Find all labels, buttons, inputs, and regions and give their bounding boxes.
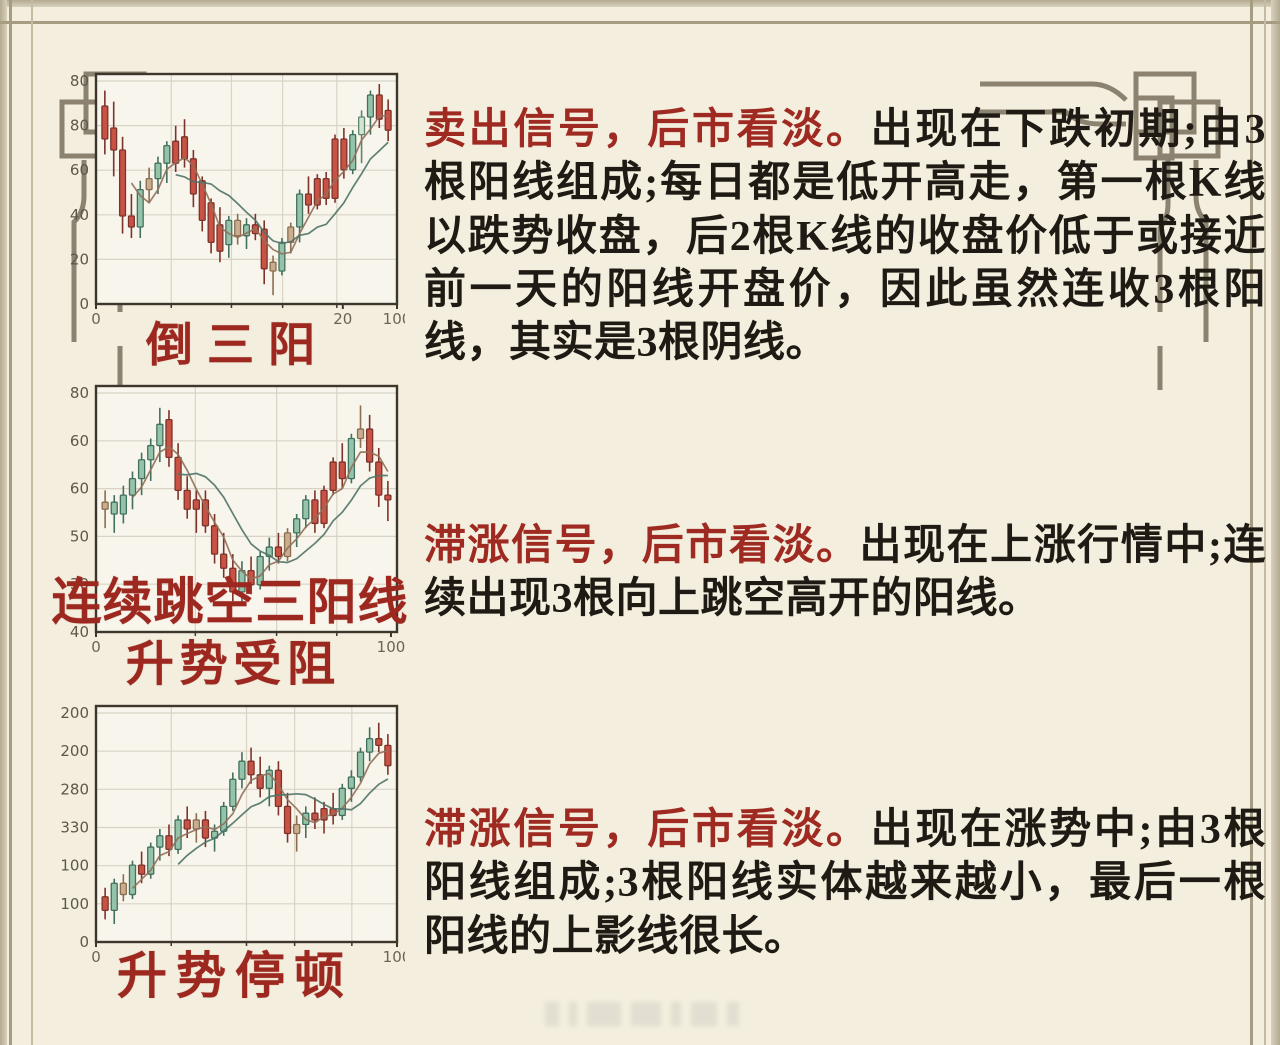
signal-body-1: 出现在下跌初期;由3根阳线组成;每日都是低开高走，第一根K线 以跌势收盘，后2根… bbox=[424, 107, 1266, 367]
frame-top-strip bbox=[0, 0, 1280, 7]
svg-text:100: 100 bbox=[383, 310, 405, 328]
chart1-caption: 倒三阳 bbox=[145, 320, 330, 372]
svg-text:280: 280 bbox=[60, 780, 89, 798]
signal-lead-2: 滞涨信号，后市看淡。 bbox=[424, 523, 860, 569]
chart2-caption-sub: 升势受阻 bbox=[125, 638, 341, 691]
svg-text:60: 60 bbox=[70, 432, 89, 450]
svg-text:60: 60 bbox=[70, 480, 89, 498]
chart2-caption-main: 连续跳空三阳线 bbox=[51, 574, 409, 630]
svg-text:100: 100 bbox=[60, 895, 89, 913]
description-text-3: 滞涨信号，后市看淡。出现在涨势中;由3根阳线组成;3根阳线实体越来越小，最后一根… bbox=[424, 804, 1266, 964]
frame-left-strip bbox=[0, 0, 7, 1045]
svg-text:30: 30 bbox=[70, 575, 89, 593]
svg-text:20: 20 bbox=[70, 250, 89, 268]
description-text-2: 滞涨信号，后市看淡。出现在上涨行情中;连续出现3根向上跳空高开的阳线。 bbox=[424, 520, 1266, 627]
candlestick-chart-inverted-three-yang: 80 80 60 40 20 00 20 100 bbox=[58, 64, 405, 328]
watermark-smudge bbox=[545, 996, 815, 1026]
svg-text:50: 50 bbox=[70, 527, 89, 545]
svg-text:20: 20 bbox=[333, 310, 352, 328]
signal-lead-3: 滞涨信号，后市看淡。 bbox=[424, 807, 871, 853]
chart3-caption: 升势停顿 bbox=[117, 948, 353, 1004]
svg-text:200: 200 bbox=[60, 742, 89, 760]
svg-text:80: 80 bbox=[70, 117, 89, 135]
frame-right-line bbox=[1250, 0, 1253, 1045]
svg-text:0: 0 bbox=[91, 948, 101, 966]
svg-text:100: 100 bbox=[383, 948, 405, 966]
svg-text:0: 0 bbox=[91, 310, 101, 328]
frame-top-line bbox=[0, 21, 1280, 24]
svg-text:80: 80 bbox=[70, 72, 89, 90]
svg-text:40: 40 bbox=[70, 206, 89, 224]
candlestick-chart-uptrend-pause: 200 200 280 330 100 100 00 100 bbox=[58, 696, 405, 966]
signal-body-2: 出现在上涨行情中;连续出现3根向上跳空高开的阳线。 bbox=[424, 523, 1266, 623]
signal-body-3: 出现在涨势中;由3根阳线组成;3根阳线实体越来越小，最后一根阳线的上影线很长。 bbox=[424, 807, 1266, 960]
svg-text:100: 100 bbox=[377, 638, 405, 656]
frame-left-line bbox=[9, 0, 12, 1045]
svg-text:200: 200 bbox=[60, 704, 89, 722]
svg-text:40: 40 bbox=[70, 623, 89, 641]
frame-right-inner-line bbox=[1264, 0, 1266, 1045]
signal-lead-1: 卖出信号，后市看淡。 bbox=[424, 107, 871, 153]
svg-text:0: 0 bbox=[79, 295, 89, 313]
svg-text:0: 0 bbox=[79, 933, 89, 951]
svg-text:60: 60 bbox=[70, 161, 89, 179]
svg-text:80: 80 bbox=[70, 384, 89, 402]
corner-knot-ornament-icon bbox=[976, 71, 1221, 390]
svg-text:100: 100 bbox=[60, 857, 89, 875]
description-text-1: 卖出信号，后市看淡。出现在下跌初期;由3根阳线组成;每日都是低开高走，第一根K线… bbox=[424, 104, 1266, 371]
candlestick-chart-gap-three-yang: 80 60 60 50 30 40 0 100 bbox=[58, 376, 405, 656]
svg-text:0: 0 bbox=[91, 638, 101, 656]
svg-text:330: 330 bbox=[60, 819, 89, 837]
frame-right-strip bbox=[1271, 0, 1280, 1045]
frame-left-inner-line bbox=[31, 0, 33, 1045]
